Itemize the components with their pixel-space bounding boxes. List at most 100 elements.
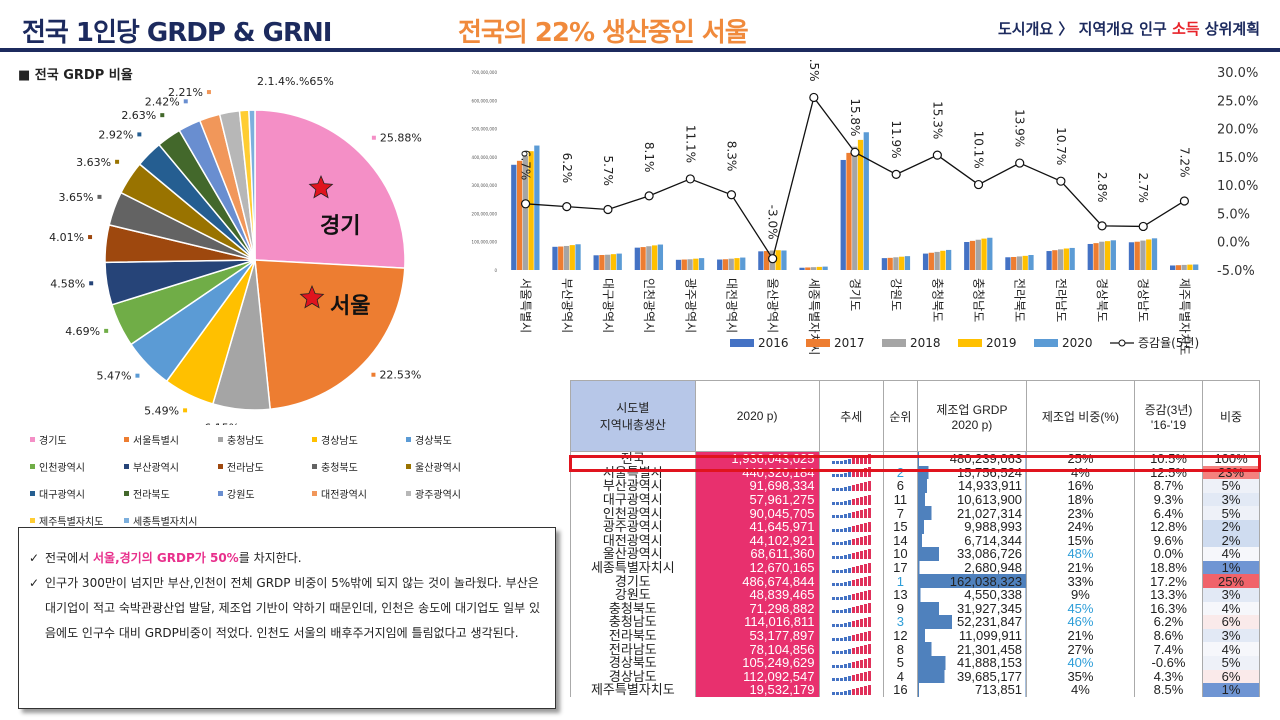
bar-line-chart: 0 100,000,000 200,000,000 300,000,000 400,00…	[472, 60, 1259, 355]
change-3yr-cell: 7.4%	[1133, 642, 1204, 656]
x-category-label: 충청북도	[930, 278, 944, 322]
bar	[558, 246, 564, 270]
nav-item-income[interactable]: 소득	[1171, 20, 1200, 38]
manufacturing-grdp-value: 713,851	[975, 682, 1023, 698]
growth-point	[520, 199, 531, 209]
sparkline-bar	[847, 526, 851, 532]
sparkline-bar	[831, 460, 835, 464]
manufacturing-ratio-cell: 40%	[1026, 655, 1135, 670]
bar	[693, 258, 699, 270]
legend-swatch	[882, 339, 906, 347]
region-cell: 강원도	[570, 587, 696, 602]
table-row[interactable]: 대구광역시 57,961,275 11 10,613,900 18% 9.3% 3%	[570, 492, 1260, 507]
sparkline-bar	[863, 577, 867, 587]
sparkline-bar	[867, 603, 871, 614]
sparkline	[824, 589, 880, 600]
growth-data-label: -3.0%	[766, 205, 780, 240]
bar	[610, 254, 617, 270]
table-row[interactable]: 서울특별시 440,320,184 2 15,756,524 4% 12.5% 23%	[570, 465, 1260, 480]
trend-sparkline-cell	[818, 587, 885, 602]
rank-cell: 7	[883, 506, 918, 520]
region-cell: 세종특별자치시	[570, 560, 696, 575]
table-row[interactable]: 충청남도 114,016,811 3 52,231,847 46% 6.2% 6%	[570, 615, 1260, 629]
change-3yr-cell: 8.6%	[1133, 628, 1204, 643]
pie-label-marker	[183, 408, 188, 413]
sparkline-bar	[831, 664, 835, 668]
nav-item-population[interactable]: 인구	[1139, 20, 1167, 38]
table-row[interactable]: 세종특별자치시 12,670,165 17 2,680,948 21% 18.8% 1%	[570, 560, 1260, 575]
table-row[interactable]: 전라북도 53,177,897 12 11,099,911 21% 8.6% 3%	[570, 628, 1260, 643]
table-row[interactable]: 부산광역시 91,698,334 6 14,933,911 16% 8.7% 5%	[570, 479, 1260, 493]
rank-cell: 4	[883, 669, 918, 684]
pie-label-marker	[115, 159, 120, 164]
share-cell: 2%	[1202, 533, 1260, 548]
table-row[interactable]: 대전광역시 44,102,921 14 6,714,344 15% 9.6% 2%	[570, 533, 1260, 548]
change-3yr-cell: 0.0%	[1133, 547, 1204, 561]
bar	[605, 254, 611, 270]
pie-label-marker	[89, 281, 94, 286]
table-row[interactable]: 전라남도 78,104,856 8 21,301,458 27% 7.4% 4%	[570, 642, 1260, 656]
table-header: 추세	[818, 380, 885, 452]
legend-item: 인천광역시	[30, 459, 124, 474]
region-cell: 전라남도	[570, 642, 696, 656]
trend-sparkline-cell	[818, 574, 885, 588]
manufacturing-grdp-cell: 4,550,338	[916, 587, 1028, 602]
sparkline-bar	[867, 521, 871, 532]
nav-item-region-overview[interactable]: 지역개요	[1078, 20, 1134, 38]
table-row[interactable]: 충청북도 71,298,882 9 31,927,345 45% 16.3% 4%	[570, 600, 1260, 616]
manufacturing-grdp-cell: 713,851	[916, 682, 1028, 698]
pie-data-label: 2.63%	[121, 109, 156, 122]
table-row[interactable]: 제주특별자치도 19,532,179 16 713,851 4% 8.5% 1%	[570, 682, 1260, 698]
bar	[569, 245, 575, 270]
sparkline-bar	[839, 474, 843, 478]
manufacturing-grdp-value: 21,027,314	[956, 505, 1023, 521]
legend-swatch	[958, 339, 982, 347]
sparkline-bar	[831, 555, 835, 559]
table-row[interactable]: 경상북도 105,249,629 5 41,888,153 40% -0.6% 5%	[570, 655, 1260, 670]
x-category-label: 광주광역시	[683, 278, 697, 333]
bar	[1016, 256, 1023, 270]
growth-data-label: 8.3%	[724, 141, 738, 172]
sparkline-bar	[839, 460, 843, 464]
header-rule	[0, 48, 1280, 52]
trend-sparkline-cell	[818, 506, 885, 520]
sparkline-bar	[859, 550, 863, 559]
sparkline-bar	[867, 562, 871, 573]
rank-cell: 10	[883, 547, 918, 561]
table-row[interactable]: 강원도 48,839,465 13 4,550,338 9% 13.3% 3%	[570, 587, 1260, 602]
table-row[interactable]: 인천광역시 90,045,705 7 21,027,314 23% 6.4% 5%	[570, 505, 1260, 521]
x-category-label: 대전광역시	[724, 278, 738, 333]
nav-item-city-overview[interactable]: 도시개요	[997, 20, 1054, 38]
sparkline-bar	[851, 648, 855, 655]
bar	[1022, 255, 1028, 270]
legend-swatch	[124, 491, 129, 496]
note-point-1: 전국에서 서울,경기의 GRDP가 50%를 차지한다.	[29, 546, 541, 571]
sparkline-bar	[835, 610, 839, 614]
sparkline-bar	[847, 458, 851, 464]
change-3yr-cell: 9.3%	[1133, 492, 1204, 507]
sparkline-bar	[831, 487, 835, 491]
grdp-value-cell: 57,961,275	[694, 492, 820, 507]
legend-label: 경상남도	[321, 436, 358, 447]
sparkline-bar	[851, 661, 855, 668]
legend-label: 2020	[1062, 336, 1093, 350]
share-cell: 5%	[1202, 479, 1260, 493]
manufacturing-grdp-value: 39,685,177	[956, 668, 1023, 684]
bar	[1146, 239, 1152, 270]
table-row[interactable]: 울산광역시 68,611,360 10 33,086,726 48% 0.0% 4%	[570, 547, 1260, 561]
manufacturing-grdp-value: 31,927,345	[956, 600, 1023, 616]
table-row[interactable]: 경상남도 112,092,547 4 39,685,177 35% 4.3% 6%	[570, 668, 1260, 684]
table-row[interactable]: 경기도 486,674,844 1 162,038,323 33% 17.2% 25%	[570, 574, 1260, 588]
sparkline-bar	[835, 651, 839, 655]
legend-swatch	[730, 339, 754, 347]
sparkline-bar	[855, 674, 859, 682]
table-row[interactable]: 광주광역시 41,645,971 15 9,988,993 24% 12.8% 2%	[570, 519, 1260, 534]
sparkline-bar	[847, 540, 851, 546]
nav-item-upper-plan[interactable]: 상위계획	[1204, 20, 1260, 38]
sparkline-bar	[839, 610, 843, 614]
change-3yr-cell: 16.3%	[1133, 601, 1204, 616]
sparkline-bar	[847, 513, 851, 519]
x-category-label: 전라남도	[1054, 278, 1068, 322]
gyeonggi-label: 경기	[320, 214, 360, 239]
x-category-label: 경상북도	[1095, 278, 1109, 322]
